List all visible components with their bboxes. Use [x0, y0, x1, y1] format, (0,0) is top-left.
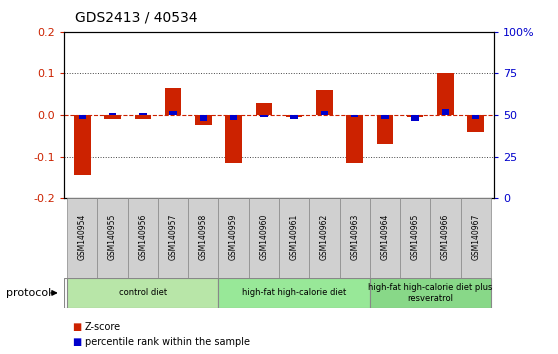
Bar	[219, 278, 370, 308]
Bar	[200, 115, 207, 121]
Bar	[79, 115, 86, 119]
Text: GSM140960: GSM140960	[259, 213, 268, 260]
Text: protocol: protocol	[6, 288, 51, 298]
Bar	[249, 198, 279, 278]
Text: GSM140966: GSM140966	[441, 213, 450, 260]
Text: GSM140954: GSM140954	[78, 213, 87, 260]
Bar	[321, 111, 328, 115]
Bar	[347, 115, 363, 163]
Text: GSM140959: GSM140959	[229, 213, 238, 260]
Bar	[472, 115, 479, 119]
Bar	[351, 115, 358, 117]
Bar	[460, 198, 491, 278]
Bar	[437, 73, 454, 115]
Bar	[67, 198, 98, 278]
Text: GSM140964: GSM140964	[381, 213, 389, 260]
Bar	[430, 198, 460, 278]
Bar	[279, 198, 309, 278]
Text: ■: ■	[73, 322, 82, 332]
Bar	[260, 115, 268, 117]
Bar	[169, 111, 177, 115]
Text: GSM140967: GSM140967	[471, 213, 480, 260]
Text: GSM140963: GSM140963	[350, 213, 359, 260]
Text: ■: ■	[73, 337, 82, 347]
Text: Z-score: Z-score	[85, 322, 121, 332]
Text: GSM140965: GSM140965	[411, 213, 420, 260]
Text: GSM140955: GSM140955	[108, 213, 117, 260]
Text: percentile rank within the sample: percentile rank within the sample	[85, 337, 250, 347]
Bar	[195, 115, 211, 125]
Text: GSM140962: GSM140962	[320, 213, 329, 259]
Bar	[381, 115, 389, 119]
Text: GDS2413 / 40534: GDS2413 / 40534	[75, 11, 198, 25]
Text: GSM140957: GSM140957	[169, 213, 177, 260]
Bar	[188, 198, 219, 278]
Text: control diet: control diet	[119, 289, 167, 297]
Bar	[230, 115, 237, 120]
Bar	[67, 278, 219, 308]
Bar	[256, 103, 272, 115]
Bar	[290, 115, 298, 119]
Text: GSM140958: GSM140958	[199, 213, 208, 259]
Bar	[441, 109, 449, 115]
Text: high-fat high-calorie diet plus
resveratrol: high-fat high-calorie diet plus resverat…	[368, 283, 493, 303]
Bar	[411, 115, 419, 121]
Bar	[104, 115, 121, 119]
Bar	[286, 115, 302, 117]
Bar	[339, 198, 370, 278]
Bar	[309, 198, 339, 278]
Bar	[407, 115, 424, 117]
Bar	[109, 113, 117, 115]
Bar	[219, 198, 249, 278]
Bar	[468, 115, 484, 132]
Bar	[128, 198, 158, 278]
Text: GSM140956: GSM140956	[138, 213, 147, 260]
Bar	[134, 115, 151, 119]
Bar	[370, 278, 491, 308]
Bar	[377, 115, 393, 144]
Text: GSM140961: GSM140961	[290, 213, 299, 259]
Bar	[139, 113, 147, 115]
Text: high-fat high-calorie diet: high-fat high-calorie diet	[242, 289, 347, 297]
Bar	[225, 115, 242, 163]
Bar	[74, 115, 90, 175]
Bar	[158, 198, 188, 278]
Bar	[370, 198, 400, 278]
Bar	[165, 88, 181, 115]
Bar	[400, 198, 430, 278]
Bar	[98, 198, 128, 278]
Bar	[316, 90, 333, 115]
